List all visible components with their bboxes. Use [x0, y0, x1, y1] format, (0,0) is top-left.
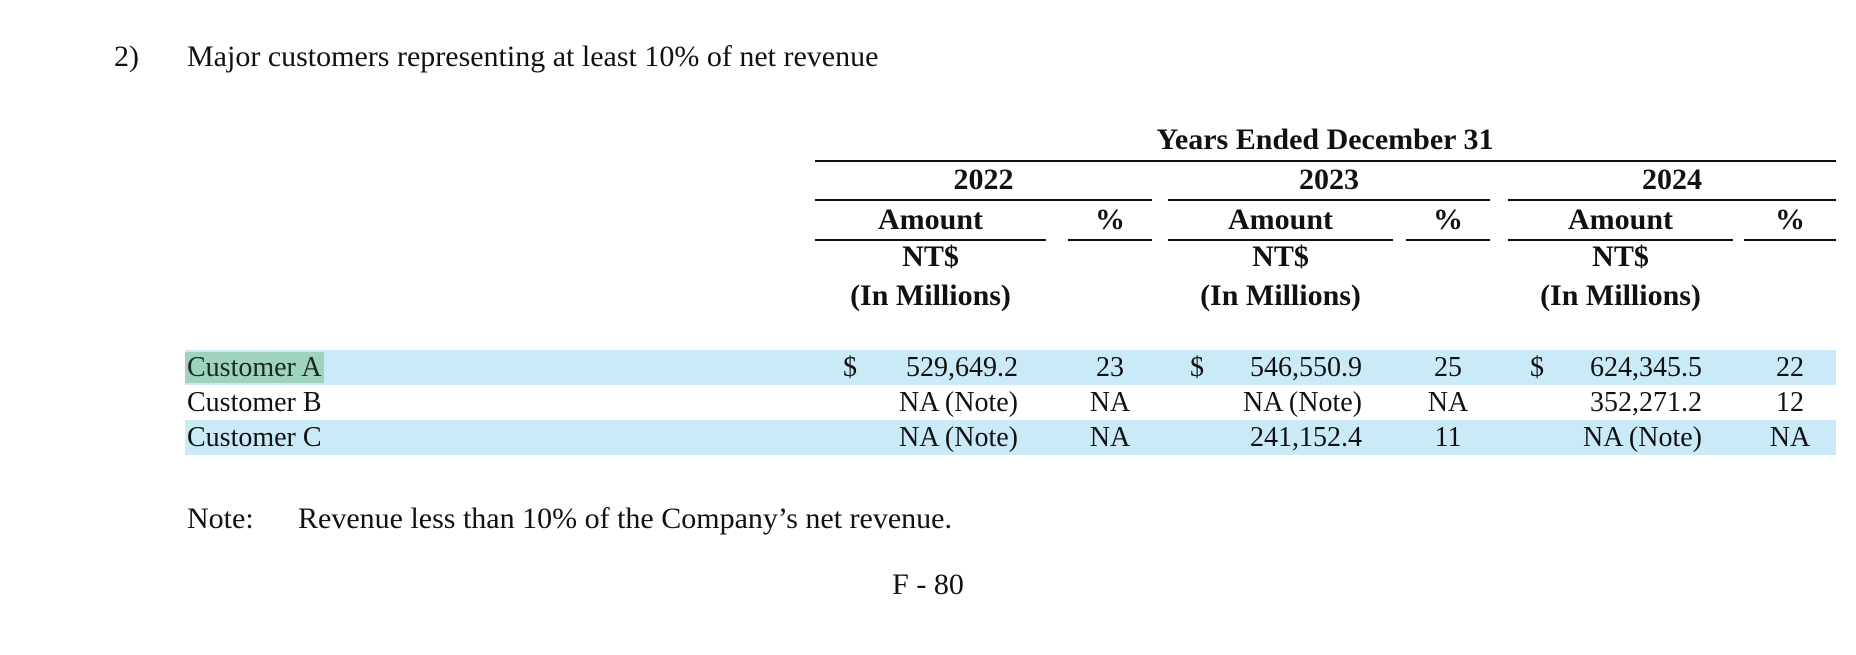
- currency-symbol: $: [1190, 352, 1204, 383]
- unit-line2-2024: (In Millions): [1540, 279, 1701, 312]
- unit-line2-2023: (In Millions): [1200, 279, 1361, 312]
- pct-cell: 22: [1776, 352, 1804, 383]
- currency-symbol: $: [1530, 352, 1544, 383]
- section-number: 2): [114, 40, 139, 73]
- amount-cell: NA (Note): [1243, 387, 1362, 418]
- currency-symbol: $: [843, 352, 857, 383]
- amount-cell: 352,271.2: [1590, 387, 1702, 418]
- amount-cell: 241,152.4: [1250, 422, 1362, 453]
- year-rule-2022: [815, 199, 1152, 201]
- pct-cell: 25: [1434, 352, 1462, 383]
- year-header-2023: 2023: [1299, 163, 1359, 196]
- pct-header-2022: %: [1095, 203, 1125, 236]
- pct-cell: 23: [1096, 352, 1124, 383]
- pct-rule-2024: [1744, 239, 1836, 241]
- year-header-2022: 2022: [953, 163, 1014, 196]
- pct-header-2024: %: [1775, 203, 1805, 236]
- highlighted-customer-name: Customer A: [185, 352, 324, 383]
- unit-line1-2024: NT$: [1592, 240, 1649, 273]
- amount-rule-2024: [1508, 239, 1733, 241]
- unit-line2-2022: (In Millions): [850, 279, 1011, 312]
- section-title: Major customers representing at least 10…: [187, 40, 879, 73]
- pct-cell: NA: [1089, 387, 1131, 418]
- row-band-customer-c: [185, 420, 1836, 455]
- pct-header-2023: %: [1433, 203, 1463, 236]
- row-label: Customer C: [187, 422, 322, 453]
- note-label: Note:: [187, 502, 254, 535]
- amount-rule-2022: [815, 239, 1046, 241]
- amount-rule-2023: [1168, 239, 1393, 241]
- note-text: Revenue less than 10% of the Company’s n…: [298, 502, 952, 535]
- amount-header-2023: Amount: [1227, 203, 1333, 236]
- amount-cell: NA (Note): [899, 387, 1018, 418]
- group-header-rule: [815, 160, 1836, 162]
- amount-cell: 546,550.9: [1250, 352, 1362, 383]
- year-rule-2024: [1508, 199, 1836, 201]
- row-band-customer-a: [185, 350, 1836, 385]
- pct-cell: 12: [1776, 387, 1804, 418]
- amount-cell: 529,649.2: [906, 352, 1018, 383]
- amount-header-2024: Amount: [1567, 203, 1673, 236]
- unit-line1-2023: NT$: [1252, 240, 1309, 273]
- year-header-2024: 2024: [1642, 163, 1702, 196]
- row-label: Customer B: [187, 387, 322, 418]
- pct-cell: NA: [1427, 387, 1469, 418]
- amount-header-2022: Amount: [877, 203, 983, 236]
- pct-cell: NA: [1769, 422, 1811, 453]
- pct-rule-2022: [1068, 239, 1152, 241]
- amount-cell: NA (Note): [1583, 422, 1702, 453]
- group-header: Years Ended December 31: [1156, 123, 1494, 156]
- row-label: Customer A: [185, 350, 324, 385]
- page-number: F - 80: [892, 568, 964, 601]
- year-rule-2023: [1168, 199, 1490, 201]
- pct-rule-2023: [1406, 239, 1490, 241]
- pct-cell: NA: [1089, 422, 1131, 453]
- pct-cell: 11: [1434, 422, 1462, 453]
- unit-line1-2022: NT$: [902, 240, 959, 273]
- amount-cell: NA (Note): [899, 422, 1018, 453]
- amount-cell: 624,345.5: [1590, 352, 1702, 383]
